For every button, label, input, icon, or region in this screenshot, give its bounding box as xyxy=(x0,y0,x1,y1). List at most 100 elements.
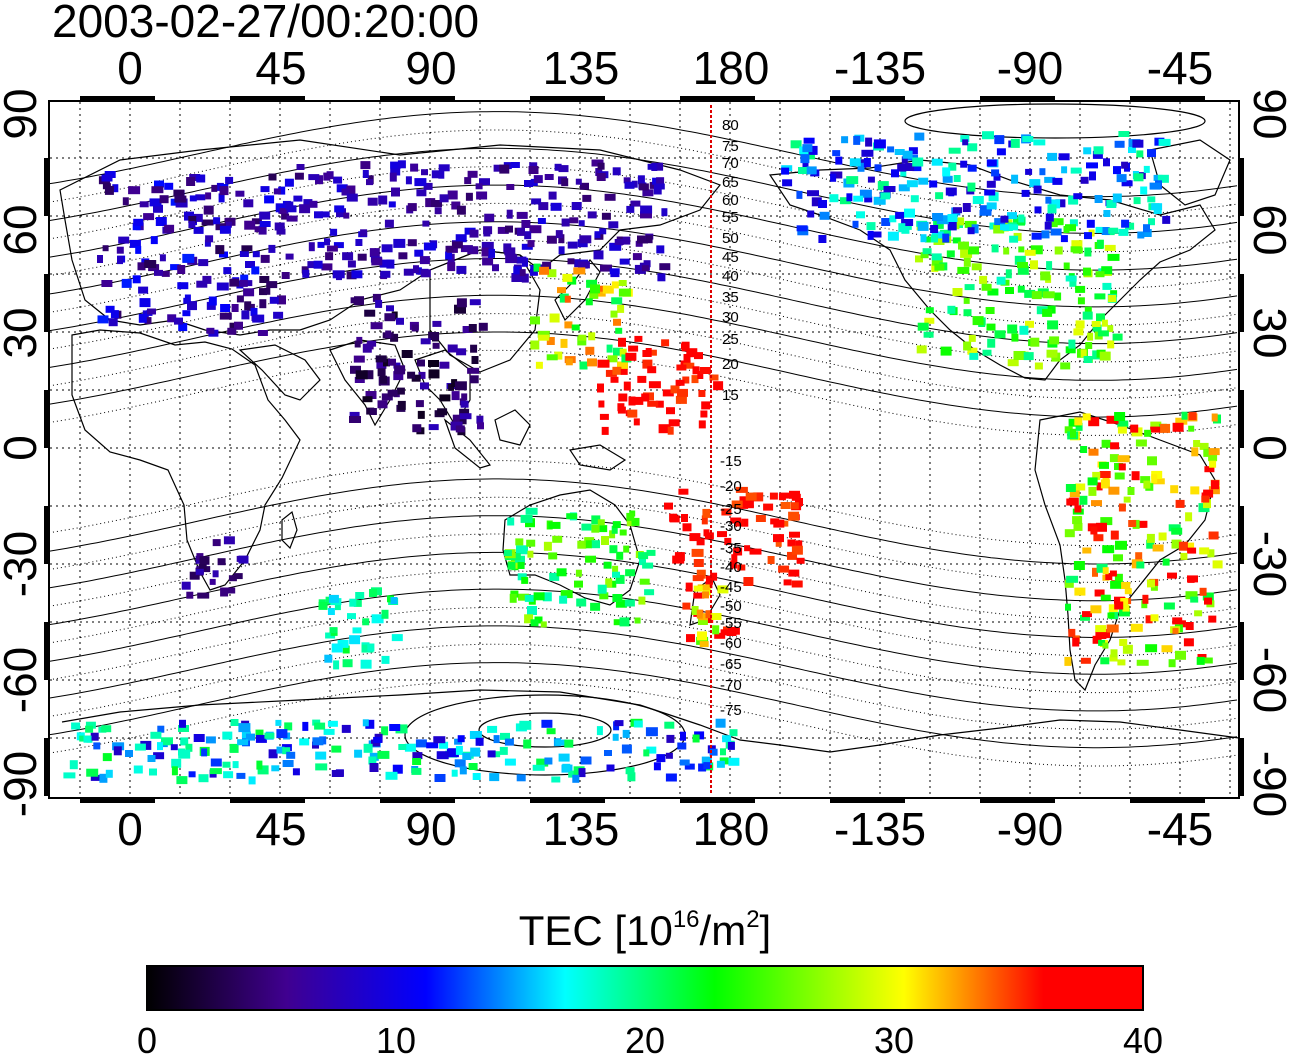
tec-cell xyxy=(149,198,162,207)
tec-cell xyxy=(204,239,211,247)
tec-cell xyxy=(920,234,927,243)
tec-cell xyxy=(1034,206,1042,214)
tec-cell xyxy=(418,371,426,379)
tec-cell xyxy=(451,241,463,249)
tec-cell xyxy=(505,254,518,264)
tec-cell xyxy=(930,225,939,233)
tec-cell xyxy=(93,742,101,750)
tec-cell xyxy=(1113,166,1121,175)
tec-cell xyxy=(952,288,963,296)
tec-cell xyxy=(524,231,532,240)
tec-cell xyxy=(219,186,229,196)
tec-cell xyxy=(362,170,369,178)
tec-cell xyxy=(260,186,270,193)
tec-cell xyxy=(1136,521,1146,528)
tec-cell xyxy=(591,540,600,549)
tec-cell xyxy=(987,288,999,296)
tec-cell xyxy=(558,165,569,173)
tec-cell xyxy=(1201,495,1210,503)
tec-cell xyxy=(972,316,984,326)
tec-cell xyxy=(585,540,592,549)
tec-cell xyxy=(469,731,482,739)
tec-cell xyxy=(1110,530,1119,540)
tec-cell xyxy=(982,349,992,356)
lon-label-top: -135 xyxy=(834,42,926,94)
mlat-contour xyxy=(49,202,1238,289)
tec-cell xyxy=(1085,342,1093,349)
tec-cell xyxy=(546,728,556,735)
tec-cell xyxy=(499,164,510,174)
tec-cell xyxy=(468,763,478,770)
tec-cell xyxy=(324,238,330,246)
tec-cell xyxy=(634,396,644,405)
lat-label-right: -60 xyxy=(1244,647,1292,713)
tec-cell xyxy=(991,169,1000,177)
tec-cell xyxy=(447,344,458,353)
tec-cell xyxy=(517,227,525,236)
tec-cell xyxy=(1063,226,1070,233)
tec-cell xyxy=(599,525,608,533)
tec-cell xyxy=(866,222,876,231)
tec-cell xyxy=(1100,594,1111,601)
tec-cell xyxy=(1103,158,1110,167)
tec-cell xyxy=(698,420,706,429)
tec-cell xyxy=(143,213,155,221)
tec-cell xyxy=(561,218,570,227)
tec-cell xyxy=(701,401,711,410)
tec-cell xyxy=(902,150,913,159)
tec-cell xyxy=(618,393,628,402)
mlat-label: 15 xyxy=(722,387,739,404)
tec-cell xyxy=(1117,455,1130,463)
tec-cell xyxy=(646,746,657,754)
tec-cell xyxy=(692,366,700,375)
tec-cell xyxy=(386,259,395,269)
tec-cell xyxy=(986,180,996,188)
mlat-contour xyxy=(49,294,1238,381)
frame-tick-bar-right xyxy=(1239,390,1244,448)
tec-cell xyxy=(180,737,189,746)
tec-cell xyxy=(895,211,905,219)
tec-cell xyxy=(1113,554,1123,562)
tec-cell xyxy=(625,569,636,577)
tec-cell xyxy=(1136,150,1144,158)
tec-cell xyxy=(642,189,654,197)
tec-cell xyxy=(898,184,910,192)
tec-cell xyxy=(631,180,638,188)
tec-cell xyxy=(1054,246,1063,255)
tec-cell xyxy=(980,205,992,212)
tec-cell xyxy=(354,296,364,306)
tec-cell xyxy=(422,220,430,227)
tec-cell xyxy=(1011,174,1019,184)
tec-cell xyxy=(624,181,635,189)
tec-cell xyxy=(101,174,113,182)
tec-cell xyxy=(337,639,349,648)
tec-cell xyxy=(185,743,193,752)
tec-cell xyxy=(482,257,494,266)
tec-cell xyxy=(1196,656,1205,665)
tec-cell xyxy=(189,571,200,580)
tec-cell xyxy=(516,256,527,264)
tec-cell xyxy=(102,753,112,762)
tec-cell xyxy=(1089,171,1096,181)
tec-cell xyxy=(967,143,978,152)
tec-cell xyxy=(384,313,396,322)
tec-cell xyxy=(593,250,604,260)
tec-cell xyxy=(1118,608,1130,617)
tec-cell xyxy=(853,135,861,145)
tec-cell xyxy=(439,361,450,369)
tec-cell xyxy=(404,743,416,752)
tec-cell xyxy=(257,765,269,775)
tec-cell xyxy=(734,520,744,527)
mlat-label: 60 xyxy=(722,192,739,209)
tec-cell xyxy=(451,391,460,401)
tec-cell xyxy=(533,175,543,184)
colorbar-tick-label: 10 xyxy=(376,1020,416,1057)
tec-cell xyxy=(596,173,606,181)
tec-cell xyxy=(1074,505,1082,513)
tec-cell xyxy=(193,734,205,742)
tec-cell xyxy=(113,746,122,756)
tec-cell xyxy=(715,718,726,728)
tec-cell xyxy=(679,759,690,766)
tec-cell xyxy=(386,305,394,312)
colorbar-tick-label: 20 xyxy=(625,1020,665,1057)
